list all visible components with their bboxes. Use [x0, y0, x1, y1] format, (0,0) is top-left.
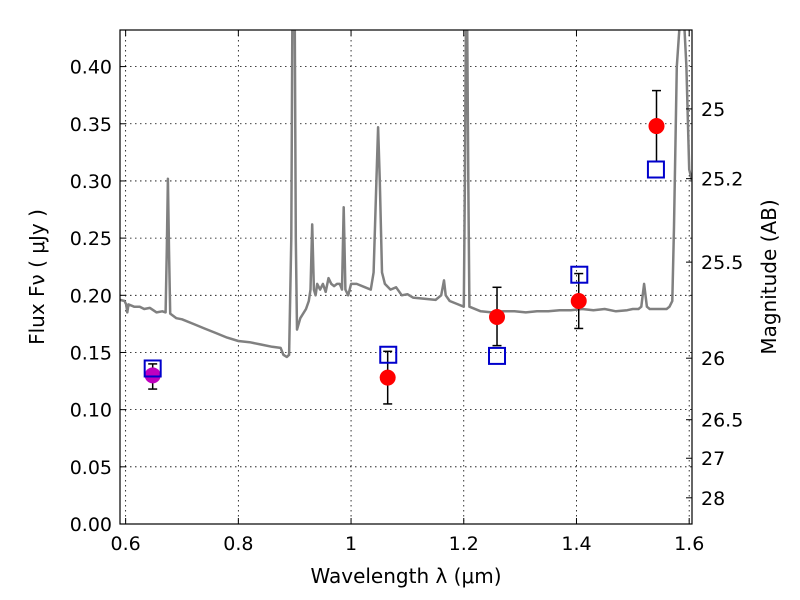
y-tick-label: 0.00: [70, 514, 112, 536]
x-tick-label: 0.8: [223, 533, 253, 555]
y-tick-label: 0.15: [70, 342, 112, 364]
y-tick-label: 0.40: [70, 57, 112, 79]
right-tick-label: 25.2: [701, 169, 743, 191]
right-axis-title: Magnitude (AB): [757, 199, 781, 354]
data-point: [379, 369, 396, 386]
data-point: [144, 367, 161, 384]
y-tick-label: 0.30: [70, 171, 112, 193]
x-tick-label: 1.2: [449, 533, 479, 555]
data-point: [570, 293, 587, 310]
data-square: [570, 265, 589, 284]
x-axis-title: Wavelength λ (μm): [310, 564, 501, 588]
data-point: [489, 309, 506, 326]
x-tick-label: 1.6: [674, 533, 704, 555]
spectrum-line: [120, 30, 692, 359]
grid: [120, 30, 692, 524]
right-tick-label: 26.5: [701, 410, 743, 432]
model-spectrum: [120, 30, 692, 359]
y-tick-label: 0.05: [70, 457, 112, 479]
data-point: [648, 118, 665, 135]
data-square: [646, 160, 665, 179]
plot-frame: [119, 29, 693, 525]
y-tick-label: 0.10: [70, 400, 112, 422]
x-tick-label: 1.4: [561, 533, 591, 555]
tick-labels: 0.6 0.8 1 1.2 1.4 1.6 0.00 0.05 0.10 0.15 0.20 0.25…: [70, 57, 744, 555]
y-tick-label: 0.20: [70, 285, 112, 307]
data-square: [143, 359, 162, 378]
x-tick-label: 1: [345, 533, 357, 555]
right-tick-label: 26: [701, 348, 725, 370]
y-tick-label: 0.35: [70, 114, 112, 136]
right-tick-label: 27: [701, 448, 725, 470]
x-tick-label: 0.6: [111, 533, 141, 555]
data-square: [379, 345, 398, 364]
data-square: [488, 346, 507, 365]
right-tick-label: 28: [701, 488, 725, 510]
y-tick-label: 0.25: [70, 228, 112, 250]
axis-ticks: [120, 30, 692, 525]
right-tick-label: 25: [701, 99, 725, 121]
y-axis-title: Flux Fν ( μJy ): [25, 209, 49, 345]
right-tick-label: 25.5: [701, 252, 743, 274]
error-bars: [148, 89, 661, 405]
data-markers: [143, 118, 665, 386]
